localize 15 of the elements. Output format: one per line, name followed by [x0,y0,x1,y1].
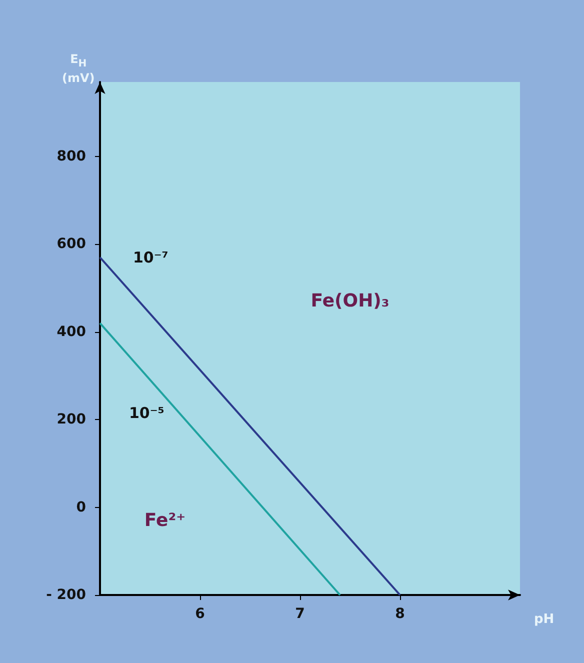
x-axis-title: pH [534,612,554,627]
y-tick-label: 200 [56,412,86,428]
x-tick-label: 8 [395,606,405,622]
annotation: Fe(OH)₃ [310,290,390,312]
annotation: Fe²⁺ [144,510,186,531]
y-tick-label: 800 [56,148,86,165]
y-axis-title: E$_{H}$ (mV) [62,52,95,86]
series-label: 10⁻⁵ [129,404,164,422]
x-tick-label: 6 [195,606,205,622]
y-tick-label: 0 [76,499,86,516]
y-tick-label: - 200 [46,587,86,603]
series-label: 10⁻⁷ [133,248,168,266]
x-tick-label: 7 [295,606,305,622]
y-tick-label: 400 [56,324,86,340]
y-tick-label: 600 [56,236,86,252]
